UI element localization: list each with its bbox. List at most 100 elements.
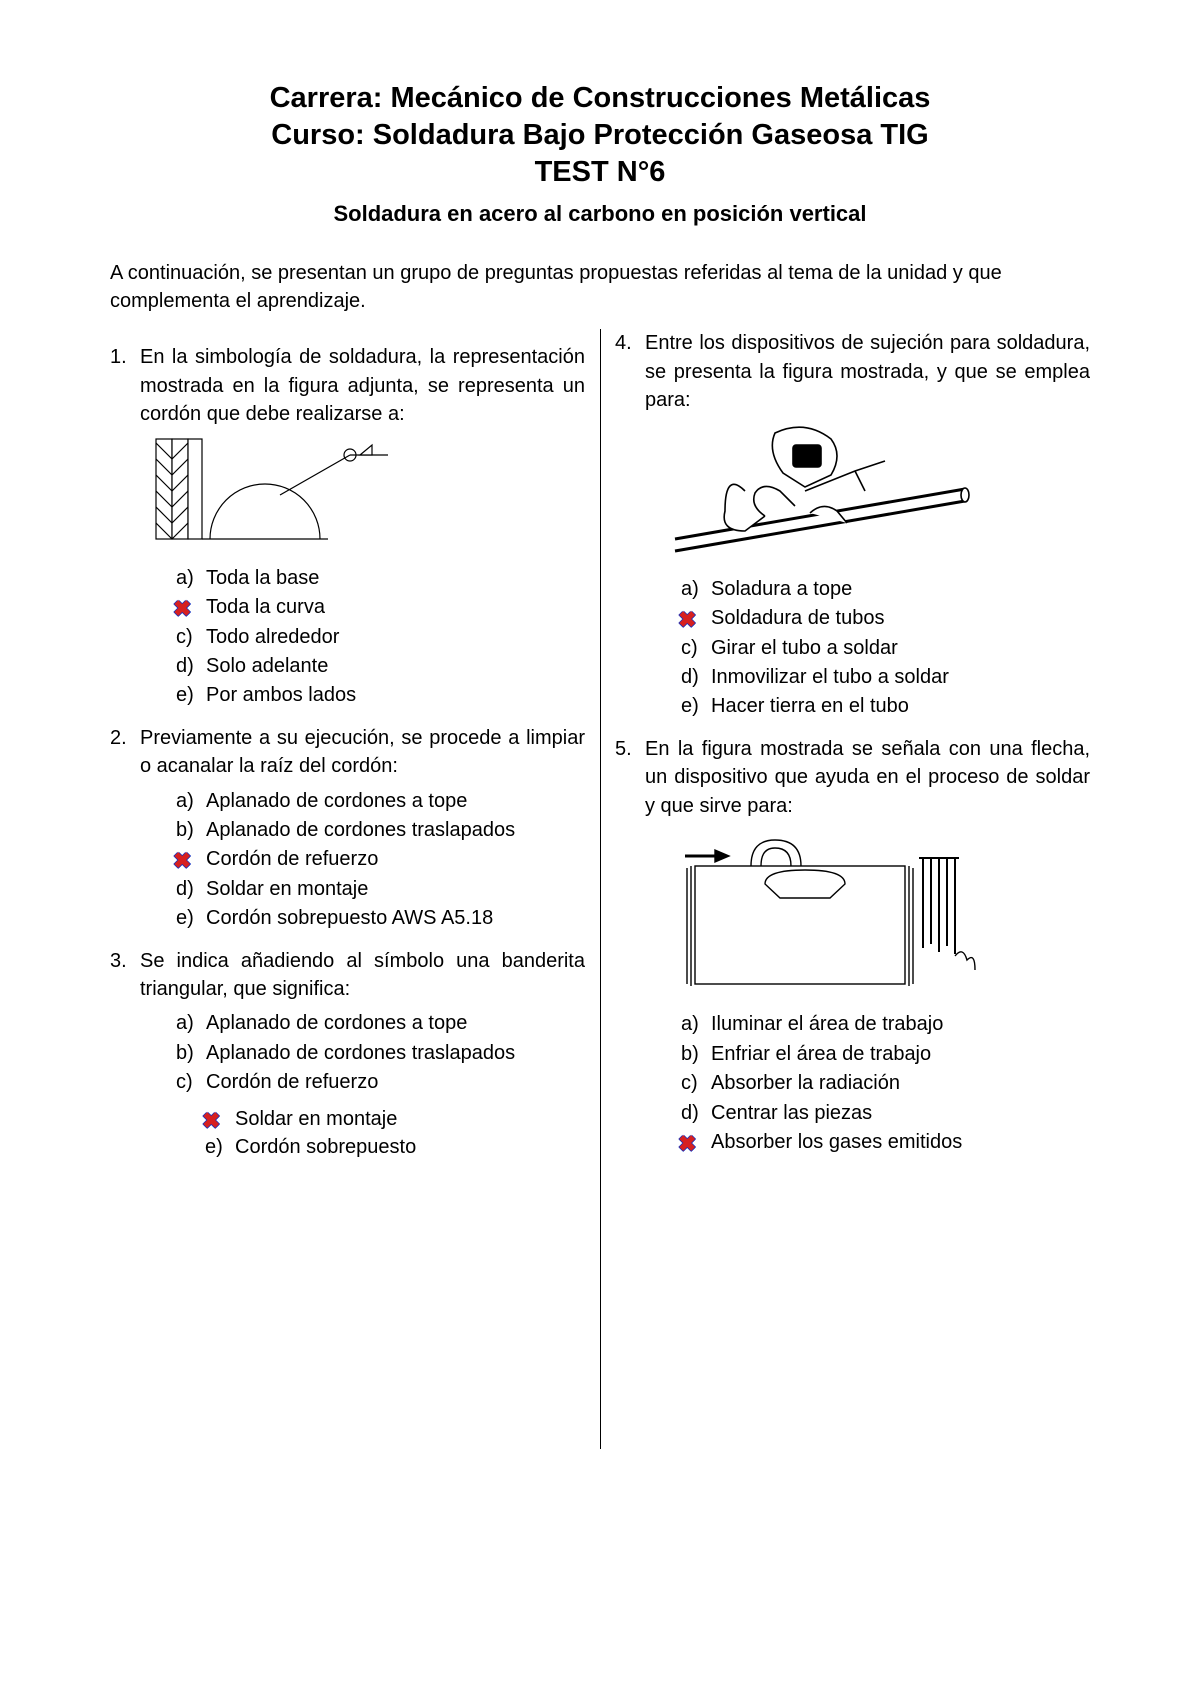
header-block: Carrera: Mecánico de Construcciones Metá… [110,80,1090,227]
header-line-1: Carrera: Mecánico de Construcciones Metá… [110,80,1090,117]
page: Carrera: Mecánico de Construcciones Metá… [0,0,1200,1698]
options-list: a)Aplanado de cordones a tope b)Aplanado… [176,787,585,933]
header-line-3: TEST N°6 [110,154,1090,191]
question-number: 5. [615,735,645,820]
option-letter: a) [681,1010,709,1038]
option-text: Soladura a tope [711,578,852,600]
option-a: a)Soladura a tope [681,575,1090,603]
option-letter: c) [681,634,709,662]
option-b: ✖ Soldadura de tubos [681,604,1090,632]
option-d: d)Inmovilizar el tubo a soldar [681,663,1090,691]
question-number: 2. [110,724,140,781]
options-list: a)Soladura a tope ✖ Soldadura de tubos c)… [681,575,1090,721]
option-text: Girar el tubo a soldar [711,637,898,659]
header-line-2: Curso: Soldadura Bajo Protección Gaseosa… [110,117,1090,154]
option-text: Absorber la radiación [711,1072,900,1094]
option-b: b)Aplanado de cordones traslapados [176,816,585,844]
option-a: a)Toda la base [176,564,585,592]
option-text: Absorber los gases emitidos [711,1131,962,1153]
option-letter: d) [681,1099,709,1127]
figure-fume-extractor [655,826,1090,1004]
option-text: Inmovilizar el tubo a soldar [711,666,949,688]
option-c: c)Todo alrededor [176,623,585,651]
intro-text: A continuación, se presentan un grupo de… [110,259,1090,315]
option-text: Enfriar el área de trabajo [711,1043,931,1065]
option-letter: a) [176,564,204,592]
option-text: Iluminar el área de trabajo [711,1013,943,1035]
question-4: 4. Entre los dispositivos de sujeción pa… [615,329,1090,721]
option-letter: c) [681,1069,709,1097]
option-d: ✖ Soldar en montaje [205,1105,585,1133]
option-c: c)Girar el tubo a soldar [681,634,1090,662]
question-3: 3. Se indica añadiendo al símbolo una ba… [110,947,585,1097]
options-list: a)Aplanado de cordones a tope b)Aplanado… [176,1009,585,1096]
x-mark-icon: ✖ [678,1128,696,1159]
x-mark-icon: ✖ [173,593,191,624]
x-mark-icon: ✖ [678,604,696,635]
option-text: Aplanado de cordones a tope [206,790,467,812]
option-letter: b) [681,1040,709,1068]
option-text: Aplanado de cordones a tope [206,1012,467,1034]
option-letter: e) [176,681,204,709]
figure-weld-symbol [150,435,585,558]
option-c: c)Cordón de refuerzo [176,1068,585,1096]
option-e: e)Por ambos lados [176,681,585,709]
option-letter: d) [176,652,204,680]
option-b: b)Enfriar el área de trabajo [681,1040,1090,1068]
options-list: a)Iluminar el área de trabajo b)Enfriar … [681,1010,1090,1156]
option-letter: a) [176,787,204,815]
question-text: Previamente a su ejecución, se procede a… [140,724,585,781]
option-text: Solo adelante [206,655,328,677]
option-e: e)Cordón sobrepuesto [205,1133,585,1161]
two-column-body: 1. En la simbología de soldadura, la rep… [110,329,1090,1449]
x-mark-icon: ✖ [173,845,191,876]
option-letter: b) [176,1039,204,1067]
option-e: e)Cordón sobrepuesto AWS A5.18 [176,904,585,932]
option-text: Por ambos lados [206,684,356,706]
option-text: Hacer tierra en el tubo [711,695,909,717]
option-letter: b) [176,816,204,844]
question-text: En la figura mostrada se señala con una … [645,735,1090,820]
option-e: ✖ Absorber los gases emitidos [681,1128,1090,1156]
option-letter: a) [176,1009,204,1037]
option-d: d)Solo adelante [176,652,585,680]
header-subtitle: Soldadura en acero al carbono en posició… [110,201,1090,227]
option-text: Soldar en montaje [235,1108,397,1130]
option-b: b)Aplanado de cordones traslapados [176,1039,585,1067]
question-number: 1. [110,343,140,428]
option-letter: d) [176,875,204,903]
option-text: Toda la curva [206,596,325,618]
q3-continued-options: ✖ Soldar en montaje e)Cordón sobrepuesto [110,1105,585,1162]
option-letter: c) [176,1068,204,1096]
question-2: 2. Previamente a su ejecución, se proced… [110,724,585,933]
option-b: ✖ Toda la curva [176,593,585,621]
option-d: d)Soldar en montaje [176,875,585,903]
option-text: Aplanado de cordones traslapados [206,1042,515,1064]
option-letter: e) [681,692,709,720]
option-letter: c) [176,623,204,651]
option-text: Cordón sobrepuesto AWS A5.18 [206,907,493,929]
question-text: Entre los dispositivos de sujeción para … [645,329,1090,414]
question-text: Se indica añadiendo al símbolo una bande… [140,947,585,1004]
option-letter: d) [681,663,709,691]
option-letter: e) [205,1133,233,1161]
options-list: a)Toda la base ✖ Toda la curva c)Todo alr… [176,564,585,710]
x-mark-icon: ✖ [202,1105,220,1136]
option-text: Toda la base [206,567,319,589]
question-number: 4. [615,329,645,414]
option-e: e)Hacer tierra en el tubo [681,692,1090,720]
option-text: Soldar en montaje [206,878,368,900]
figure-welder-pipe [655,421,1090,569]
question-5: 5. En la figura mostrada se señala con u… [615,735,1090,1157]
option-d: d)Centrar las piezas [681,1099,1090,1127]
option-a: a)Iluminar el área de trabajo [681,1010,1090,1038]
option-text: Todo alrededor [206,626,339,648]
question-1: 1. En la simbología de soldadura, la rep… [110,343,585,710]
question-number: 3. [110,947,140,1004]
option-letter: a) [681,575,709,603]
option-a: a)Aplanado de cordones a tope [176,787,585,815]
option-text: Cordón sobrepuesto [235,1136,416,1158]
option-text: Soldadura de tubos [711,607,884,629]
option-text: Cordón de refuerzo [206,1071,378,1093]
option-c: c)Absorber la radiación [681,1069,1090,1097]
